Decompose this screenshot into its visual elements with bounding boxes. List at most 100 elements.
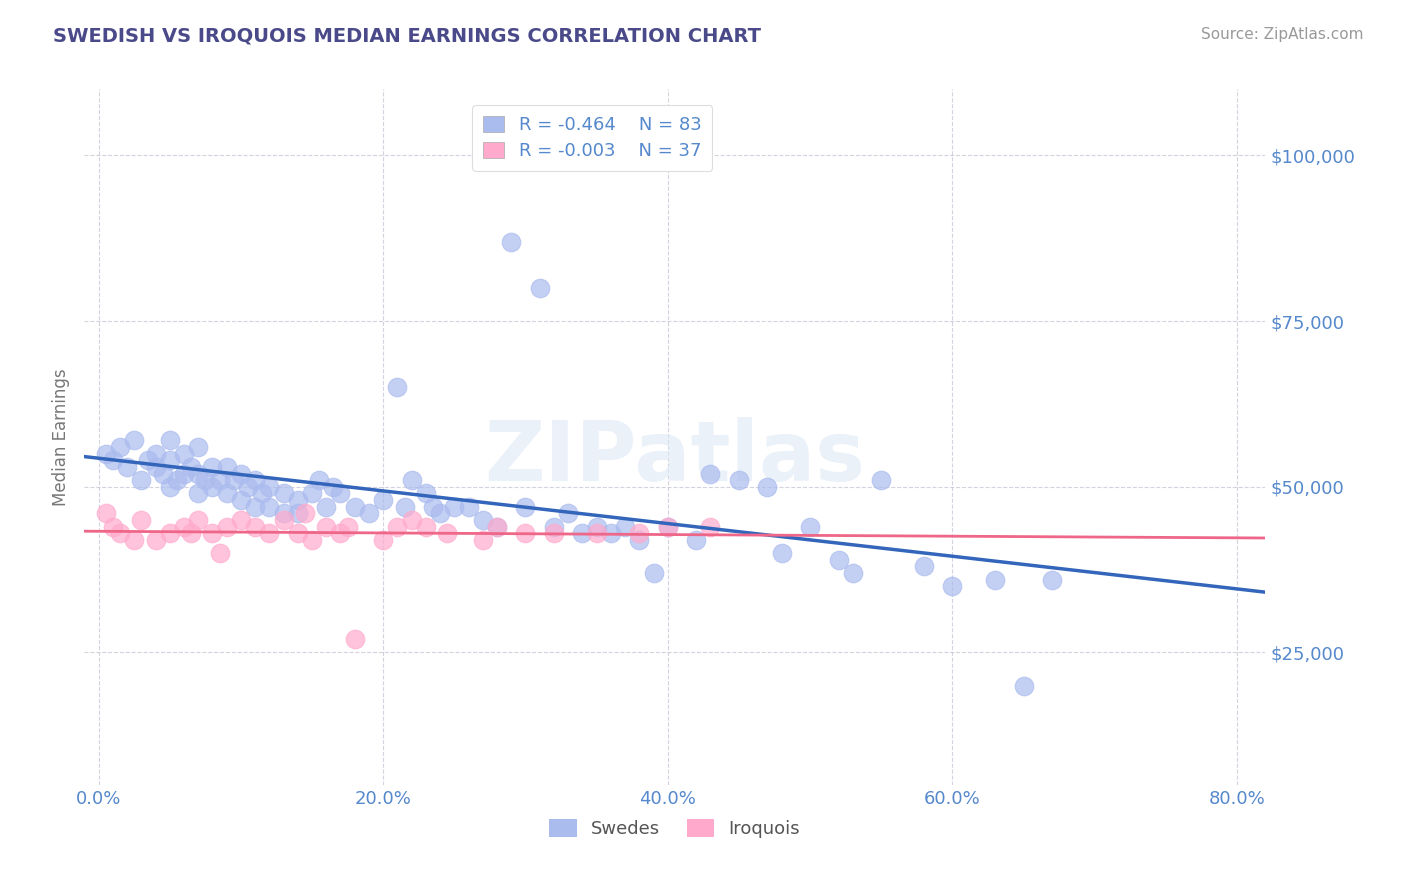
Point	[870, 473, 893, 487]
Point	[166, 473, 188, 487]
Point	[145, 447, 167, 461]
Point	[152, 467, 174, 481]
Point	[557, 506, 579, 520]
Point	[301, 486, 323, 500]
Point	[728, 473, 751, 487]
Point	[756, 480, 779, 494]
Point	[243, 500, 266, 514]
Point	[387, 380, 409, 394]
Point	[145, 459, 167, 474]
Point	[208, 473, 231, 487]
Point	[294, 506, 316, 520]
Point	[1040, 573, 1063, 587]
Point	[229, 467, 252, 481]
Point	[229, 493, 252, 508]
Point	[842, 566, 865, 580]
Point	[485, 519, 508, 533]
Point	[187, 440, 209, 454]
Point	[984, 573, 1007, 587]
Point	[101, 519, 124, 533]
Point	[243, 519, 266, 533]
Point	[315, 519, 337, 533]
Point	[129, 513, 152, 527]
Point	[94, 506, 117, 520]
Point	[201, 459, 224, 474]
Point	[457, 500, 479, 514]
Point	[129, 473, 152, 487]
Point	[529, 281, 551, 295]
Point	[201, 480, 224, 494]
Point	[287, 493, 309, 508]
Point	[252, 486, 274, 500]
Legend: Swedes, Iroquois: Swedes, Iroquois	[543, 812, 807, 846]
Point	[215, 486, 238, 500]
Point	[543, 526, 565, 541]
Point	[415, 486, 437, 500]
Point	[187, 467, 209, 481]
Point	[259, 526, 281, 541]
Point	[628, 533, 651, 547]
Point	[501, 235, 523, 249]
Point	[471, 513, 494, 527]
Point	[543, 519, 565, 533]
Point	[429, 506, 451, 520]
Point	[94, 447, 117, 461]
Point	[657, 519, 679, 533]
Point	[122, 533, 145, 547]
Point	[699, 467, 721, 481]
Point	[187, 486, 209, 500]
Point	[329, 526, 352, 541]
Point	[373, 493, 395, 508]
Point	[159, 480, 181, 494]
Point	[287, 526, 309, 541]
Point	[515, 500, 537, 514]
Point	[180, 459, 202, 474]
Point	[273, 506, 295, 520]
Point	[159, 434, 181, 448]
Point	[415, 519, 437, 533]
Point	[343, 500, 366, 514]
Point	[215, 459, 238, 474]
Text: SWEDISH VS IROQUOIS MEDIAN EARNINGS CORRELATION CHART: SWEDISH VS IROQUOIS MEDIAN EARNINGS CORR…	[53, 27, 762, 45]
Point	[436, 526, 458, 541]
Point	[159, 453, 181, 467]
Point	[180, 526, 202, 541]
Point	[387, 519, 409, 533]
Point	[173, 467, 195, 481]
Point	[343, 632, 366, 647]
Point	[401, 473, 423, 487]
Point	[1012, 679, 1035, 693]
Point	[699, 519, 721, 533]
Point	[643, 566, 665, 580]
Point	[201, 526, 224, 541]
Point	[159, 526, 181, 541]
Point	[173, 447, 195, 461]
Point	[308, 473, 330, 487]
Point	[401, 513, 423, 527]
Point	[173, 519, 195, 533]
Point	[443, 500, 465, 514]
Point	[108, 440, 131, 454]
Point	[101, 453, 124, 467]
Point	[941, 579, 963, 593]
Point	[585, 526, 607, 541]
Point	[108, 526, 131, 541]
Point	[912, 559, 935, 574]
Point	[799, 519, 821, 533]
Point	[194, 473, 217, 487]
Point	[614, 519, 637, 533]
Point	[208, 546, 231, 560]
Point	[336, 519, 359, 533]
Point	[329, 486, 352, 500]
Point	[322, 480, 344, 494]
Point	[599, 526, 621, 541]
Point	[471, 533, 494, 547]
Point	[657, 519, 679, 533]
Point	[243, 473, 266, 487]
Text: Source: ZipAtlas.com: Source: ZipAtlas.com	[1201, 27, 1364, 42]
Point	[357, 506, 380, 520]
Point	[585, 519, 607, 533]
Point	[485, 519, 508, 533]
Point	[138, 453, 160, 467]
Point	[373, 533, 395, 547]
